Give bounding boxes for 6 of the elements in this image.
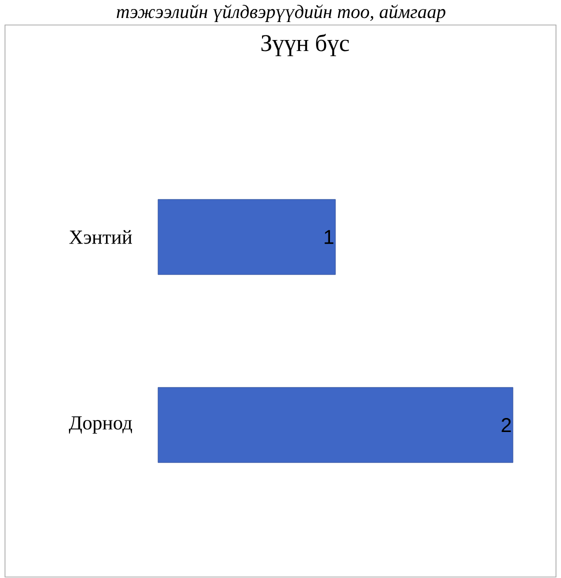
chart-title: Зүүн бүс <box>261 34 349 56</box>
data-label: 1 <box>324 230 334 244</box>
data-label: 2 <box>502 418 511 432</box>
y-tick-label: Дорнод <box>68 416 132 434</box>
y-tick-label: Хэнтий <box>69 230 132 244</box>
text: тэжээлийн үйлдвэрүүдийн тоо, аймгаар <box>116 4 446 22</box>
